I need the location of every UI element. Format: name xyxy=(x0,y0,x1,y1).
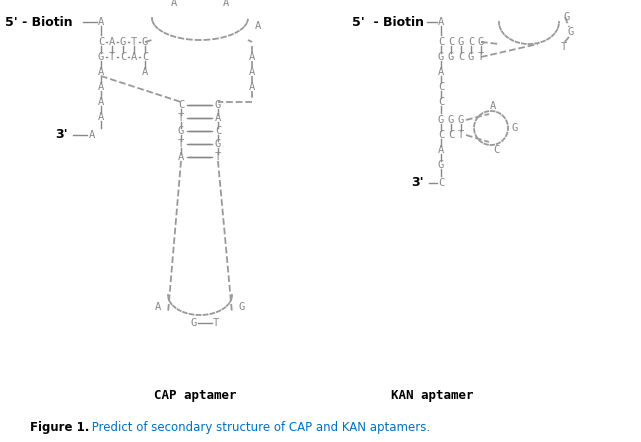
Text: G: G xyxy=(215,139,221,149)
Text: G: G xyxy=(191,318,197,328)
Text: A: A xyxy=(131,52,137,62)
Text: G: G xyxy=(568,27,574,37)
Text: C: C xyxy=(458,52,464,62)
Text: G: G xyxy=(448,115,454,125)
Text: C: C xyxy=(468,37,474,47)
Text: A: A xyxy=(171,0,177,8)
Text: T: T xyxy=(458,130,464,140)
Text: T: T xyxy=(478,52,484,62)
Text: A: A xyxy=(89,130,95,140)
Text: Figure 1.: Figure 1. xyxy=(30,422,89,434)
Text: G: G xyxy=(438,52,444,62)
Text: C: C xyxy=(120,52,126,62)
Text: 5' - Biotin: 5' - Biotin xyxy=(5,15,72,28)
Text: A: A xyxy=(98,112,104,122)
Text: G: G xyxy=(478,37,484,47)
Text: C: C xyxy=(438,130,444,140)
Text: A: A xyxy=(98,82,104,92)
Text: A: A xyxy=(142,67,148,77)
Text: G: G xyxy=(468,52,474,62)
Text: T: T xyxy=(213,318,219,328)
Text: G: G xyxy=(438,160,444,170)
Text: C: C xyxy=(98,37,104,47)
Text: A: A xyxy=(438,17,444,27)
Text: G: G xyxy=(120,37,126,47)
Text: 5'  - Biotin: 5' - Biotin xyxy=(352,15,424,28)
Text: 3': 3' xyxy=(55,129,67,141)
Text: C: C xyxy=(448,130,454,140)
Text: A: A xyxy=(249,67,255,77)
Text: C: C xyxy=(142,52,148,62)
Text: A: A xyxy=(215,113,221,123)
Text: C: C xyxy=(448,37,454,47)
Text: G: G xyxy=(215,100,221,110)
Text: G: G xyxy=(564,12,570,22)
Text: A: A xyxy=(255,21,261,31)
Text: A: A xyxy=(490,101,496,111)
Text: C: C xyxy=(215,126,221,136)
Text: T: T xyxy=(109,52,115,62)
Text: A: A xyxy=(109,37,115,47)
Text: C: C xyxy=(438,37,444,47)
Text: G: G xyxy=(458,115,464,125)
Text: C: C xyxy=(438,82,444,92)
Text: G: G xyxy=(178,126,184,136)
Text: A: A xyxy=(98,67,104,77)
Text: 3': 3' xyxy=(411,176,424,190)
Text: A: A xyxy=(438,67,444,77)
Text: T: T xyxy=(178,139,184,149)
Text: KAN aptamer: KAN aptamer xyxy=(391,389,473,401)
Text: A: A xyxy=(98,17,104,27)
Text: G: G xyxy=(98,52,104,62)
Text: C: C xyxy=(438,178,444,188)
Text: G: G xyxy=(512,123,518,133)
Text: A: A xyxy=(155,302,161,312)
Text: G: G xyxy=(142,37,148,47)
Text: A: A xyxy=(249,52,255,62)
Text: CAP aptamer: CAP aptamer xyxy=(154,389,237,401)
Text: G: G xyxy=(448,52,454,62)
Text: A: A xyxy=(98,97,104,107)
Text: C: C xyxy=(493,145,499,155)
Text: C: C xyxy=(178,100,184,110)
Text: A: A xyxy=(223,0,229,8)
Text: G: G xyxy=(458,37,464,47)
Text: G: G xyxy=(438,115,444,125)
Text: G: G xyxy=(239,302,245,312)
Text: T: T xyxy=(131,37,137,47)
Text: T: T xyxy=(178,113,184,123)
Text: Predict of secondary structure of CAP and KAN aptamers.: Predict of secondary structure of CAP an… xyxy=(88,422,430,434)
Text: C: C xyxy=(438,97,444,107)
Text: A: A xyxy=(178,152,184,162)
Text: A: A xyxy=(438,145,444,155)
Text: T: T xyxy=(215,152,221,162)
Text: T: T xyxy=(561,42,567,52)
Text: A: A xyxy=(249,82,255,92)
